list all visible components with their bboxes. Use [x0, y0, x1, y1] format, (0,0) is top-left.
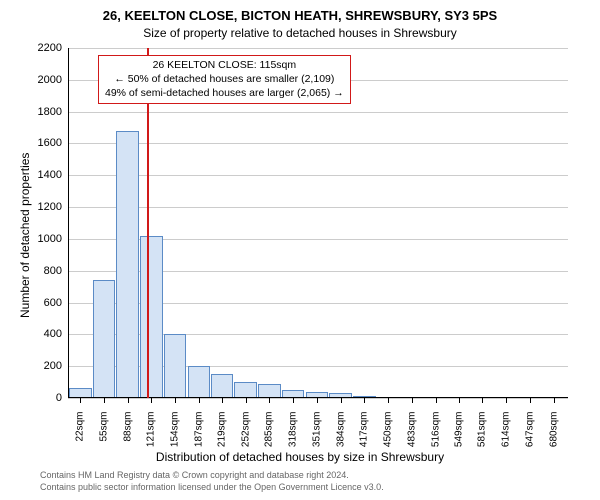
grid-line — [68, 112, 568, 113]
x-tick — [506, 398, 507, 403]
x-tick-label: 252sqm — [240, 412, 251, 460]
grid-line — [68, 207, 568, 208]
y-tick-label: 1800 — [28, 106, 62, 118]
x-tick — [293, 398, 294, 403]
y-tick-label: 400 — [28, 328, 62, 340]
chart-title-line1: 26, KEELTON CLOSE, BICTON HEATH, SHREWSB… — [0, 8, 600, 23]
x-tick — [80, 398, 81, 403]
x-tick — [246, 398, 247, 403]
histogram-bar — [258, 384, 281, 398]
grid-line — [68, 143, 568, 144]
x-tick — [175, 398, 176, 403]
x-tick — [151, 398, 152, 403]
y-tick-label: 600 — [28, 297, 62, 309]
x-tick-label: 285sqm — [264, 412, 275, 460]
x-tick-label: 22sqm — [75, 412, 86, 460]
x-tick — [554, 398, 555, 403]
x-tick-label: 614sqm — [501, 412, 512, 460]
annotation-box: 26 KEELTON CLOSE: 115sqm← 50% of detache… — [98, 55, 351, 104]
x-tick-label: 154sqm — [170, 412, 181, 460]
y-tick-label: 1400 — [28, 169, 62, 181]
grid-line — [68, 175, 568, 176]
y-tick-label: 800 — [28, 265, 62, 277]
x-tick-label: 219sqm — [216, 412, 227, 460]
histogram-bar — [116, 131, 139, 398]
x-tick-label: 121sqm — [146, 412, 157, 460]
x-tick — [341, 398, 342, 403]
x-tick — [436, 398, 437, 403]
y-tick-label: 2000 — [28, 74, 62, 86]
credits-text: Contains HM Land Registry data © Crown c… — [0, 470, 600, 493]
x-tick — [412, 398, 413, 403]
x-tick — [199, 398, 200, 403]
left-axis — [68, 48, 69, 398]
y-tick-label: 1000 — [28, 233, 62, 245]
x-tick-label: 450sqm — [383, 412, 394, 460]
x-tick — [482, 398, 483, 403]
histogram-bar — [188, 366, 211, 398]
x-tick-label: 187sqm — [193, 412, 204, 460]
grid-line — [68, 48, 568, 49]
y-tick-label: 200 — [28, 360, 62, 372]
x-tick-label: 680sqm — [548, 412, 559, 460]
histogram-bar — [93, 280, 116, 398]
chart-container: 26, KEELTON CLOSE, BICTON HEATH, SHREWSB… — [0, 0, 600, 500]
x-tick — [128, 398, 129, 403]
plot-area: 26 KEELTON CLOSE: 115sqm← 50% of detache… — [68, 48, 568, 398]
histogram-bar — [211, 374, 234, 398]
x-tick — [364, 398, 365, 403]
grid-line — [68, 398, 568, 399]
x-tick — [104, 398, 105, 403]
y-tick-label: 1200 — [28, 201, 62, 213]
chart-title-line2: Size of property relative to detached ho… — [0, 26, 600, 40]
x-tick-label: 55sqm — [98, 412, 109, 460]
x-tick-label: 318sqm — [288, 412, 299, 460]
y-tick-label: 2200 — [28, 42, 62, 54]
x-tick-label: 549sqm — [454, 412, 465, 460]
x-tick — [269, 398, 270, 403]
x-tick-label: 384sqm — [335, 412, 346, 460]
y-tick-label: 0 — [28, 392, 62, 404]
bottom-axis — [68, 397, 568, 398]
y-tick-label: 1600 — [28, 137, 62, 149]
x-tick-label: 417sqm — [359, 412, 370, 460]
x-tick-label: 351sqm — [311, 412, 322, 460]
x-tick — [317, 398, 318, 403]
x-tick — [388, 398, 389, 403]
x-tick-label: 581sqm — [477, 412, 488, 460]
x-tick-label: 516sqm — [430, 412, 441, 460]
x-tick — [530, 398, 531, 403]
histogram-bar — [234, 382, 257, 398]
x-tick-label: 483sqm — [406, 412, 417, 460]
histogram-bar — [140, 236, 163, 398]
x-tick-label: 88sqm — [122, 412, 133, 460]
histogram-bar — [164, 334, 187, 398]
x-tick — [222, 398, 223, 403]
x-tick — [459, 398, 460, 403]
x-tick-label: 647sqm — [524, 412, 535, 460]
